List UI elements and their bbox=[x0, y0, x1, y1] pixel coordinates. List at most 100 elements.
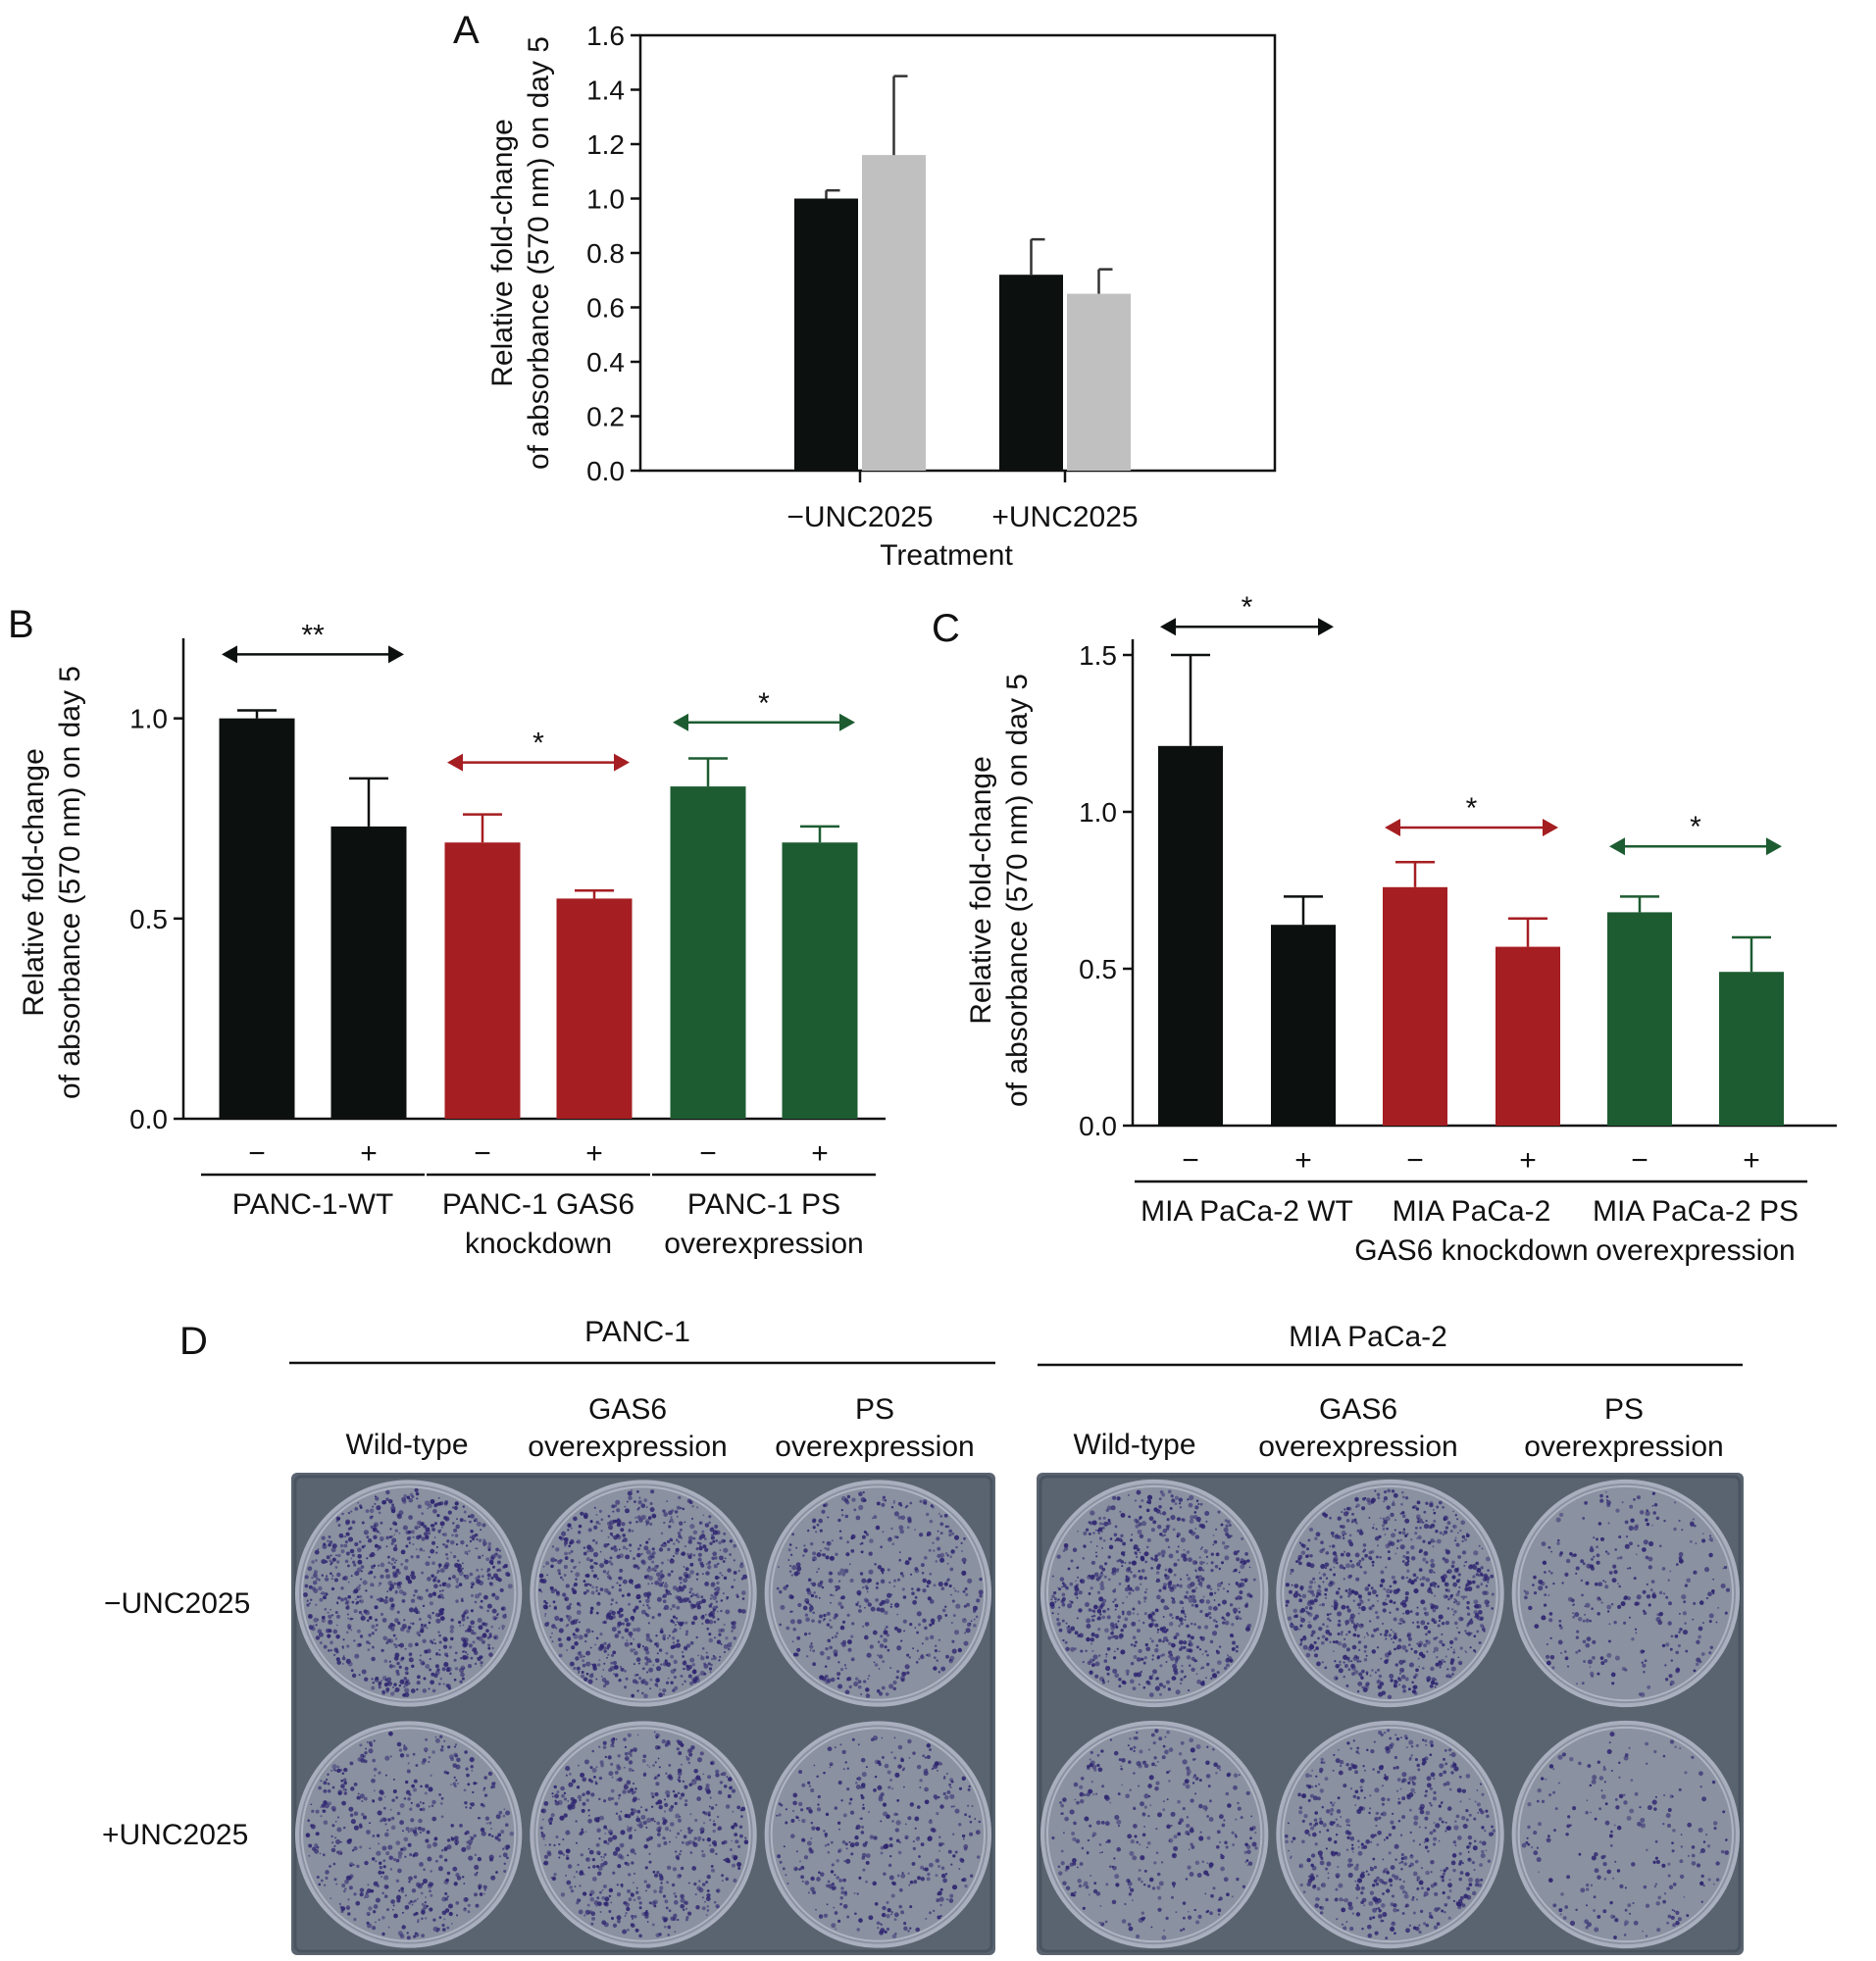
panel-d-plate-border bbox=[1039, 1475, 1742, 1953]
panel-d-colony-dot bbox=[396, 1584, 402, 1589]
panel-d-colony-dot bbox=[1246, 1559, 1250, 1563]
panel-d-colony-dot bbox=[382, 1635, 387, 1641]
panel-d-colony-dot bbox=[1161, 1511, 1167, 1516]
panel-d-colony-dot bbox=[1114, 1539, 1117, 1542]
panel-d-colony-dot bbox=[909, 1622, 913, 1627]
panel-d-colony-dot bbox=[1233, 1550, 1239, 1556]
panel-d-colony-dot bbox=[414, 1827, 418, 1831]
panel-d-colony-dot bbox=[463, 1656, 466, 1659]
panel-d-colony-dot bbox=[1090, 1560, 1095, 1565]
panel-d-colony-dot bbox=[1367, 1598, 1371, 1602]
panel-d-colony-dot bbox=[583, 1551, 587, 1556]
panel-d-colony-dot bbox=[1208, 1616, 1212, 1620]
panel-d-colony-dot bbox=[342, 1787, 346, 1791]
panel-d-colony-dot bbox=[601, 1676, 603, 1678]
panel-d-colony-dot bbox=[624, 1756, 630, 1761]
panel-d-colony-dot bbox=[680, 1507, 683, 1510]
panel-d-colony-dot bbox=[907, 1738, 912, 1744]
panel-b-treatment-sign: + bbox=[811, 1137, 829, 1170]
panel-d-colony-dot bbox=[649, 1522, 653, 1526]
panel-d-colony-dot bbox=[1210, 1587, 1213, 1590]
panel-d-colony-dot bbox=[439, 1501, 444, 1506]
panel-d-colony-dot bbox=[880, 1792, 885, 1797]
panel-d-colony-dot bbox=[1178, 1625, 1181, 1628]
panel-d-colony-dot bbox=[404, 1687, 410, 1693]
panel-d-colony-dot bbox=[1101, 1681, 1106, 1684]
panel-d-colony-dot bbox=[595, 1766, 598, 1769]
panel-d-colony-dot bbox=[1343, 1578, 1345, 1581]
panel-d-colony-dot bbox=[1473, 1550, 1479, 1556]
panel-d-colony-dot bbox=[830, 1840, 834, 1844]
panel-d-colony-dot bbox=[673, 1793, 679, 1798]
panel-d-colony-dot bbox=[789, 1619, 795, 1625]
panel-d-colony-dot bbox=[1293, 1626, 1299, 1632]
panel-c-ytick-label: 0.5 bbox=[1079, 954, 1117, 984]
panel-d-colony-dot bbox=[444, 1516, 450, 1522]
panel-d-colony-dot bbox=[1166, 1527, 1170, 1531]
panel-d-colony-dot bbox=[687, 1830, 692, 1835]
panel-d-colony-dot bbox=[948, 1898, 954, 1903]
panel-d-colony-dot bbox=[1225, 1657, 1231, 1663]
panel-d-colony-dot bbox=[1290, 1568, 1294, 1573]
panel-d-colony-dot bbox=[543, 1854, 548, 1859]
panel-d-colony-dot bbox=[586, 1583, 590, 1585]
panel-d-colony-dot bbox=[685, 1918, 688, 1922]
panel-d-colony-dot bbox=[692, 1530, 698, 1535]
panel-d-colony-dot bbox=[657, 1799, 663, 1805]
panel-d-colony-dot bbox=[335, 1634, 340, 1639]
panel-d-colony-dot bbox=[843, 1664, 847, 1667]
panel-d-colony-dot bbox=[834, 1745, 837, 1749]
panel-d-colony-dot bbox=[854, 1841, 860, 1847]
panel-d-colony-dot bbox=[637, 1662, 640, 1665]
panel-d-colony-dot bbox=[612, 1650, 617, 1655]
panel-d-colony-dot bbox=[876, 1688, 881, 1693]
panel-d-colony-dot bbox=[427, 1856, 432, 1862]
panel-d-colony-dot bbox=[660, 1882, 663, 1885]
panel-d-colony-dot bbox=[392, 1908, 394, 1911]
panel-d-colony-dot bbox=[338, 1902, 342, 1906]
panel-d-colony-dot bbox=[1377, 1681, 1380, 1683]
panel-d-colony-dot bbox=[473, 1834, 477, 1837]
panel-d-colony-dot bbox=[436, 1513, 440, 1518]
panel-d-colony-dot bbox=[347, 1898, 350, 1901]
panel-d-colony-dot bbox=[432, 1578, 436, 1583]
panel-d-colony-dot bbox=[949, 1793, 955, 1799]
panel-d-colony-dot bbox=[815, 1531, 818, 1534]
panel-d-colony-dot bbox=[355, 1900, 361, 1906]
panel-d-colony-dot bbox=[1394, 1633, 1397, 1636]
panel-d-colony-dot bbox=[883, 1630, 888, 1635]
panel-d-colony-dot bbox=[701, 1853, 706, 1858]
panel-d-colony-dot bbox=[578, 1650, 583, 1655]
panel-a-ytick-label: 0.2 bbox=[586, 402, 625, 432]
panel-d-colony-dot bbox=[573, 1566, 577, 1570]
panel-d-colony-dot bbox=[1133, 1546, 1137, 1550]
panel-d-colony-dot bbox=[469, 1835, 472, 1838]
panel-d-colony-dot bbox=[485, 1822, 488, 1825]
panel-d-colony-dot bbox=[1194, 1505, 1199, 1510]
panel-d-colony-dot bbox=[409, 1899, 413, 1903]
panel-d-colony-dot bbox=[718, 1659, 721, 1662]
panel-d-colony-dot bbox=[453, 1528, 458, 1533]
panel-d-colony-dot bbox=[558, 1653, 563, 1658]
panel-a-ylabel-line1: Relative fold-change bbox=[486, 119, 519, 387]
panel-d-colony-dot bbox=[953, 1630, 960, 1635]
panel-d-colony-dot bbox=[571, 1779, 577, 1784]
panel-d-colony-dot bbox=[1154, 1554, 1158, 1558]
panel-d-colony-dot bbox=[1115, 1625, 1119, 1629]
panel-d-colony-dot bbox=[1473, 1634, 1477, 1637]
panel-d-colony-dot bbox=[403, 1836, 409, 1842]
panel-d-colony-dot bbox=[539, 1826, 543, 1830]
panel-d-colony-dot bbox=[313, 1588, 319, 1593]
panel-d-colony-dot bbox=[974, 1818, 977, 1820]
panel-d-colony-dot bbox=[1124, 1561, 1127, 1564]
panel-d-colony-dot bbox=[390, 1541, 394, 1545]
panel-d-colony-dot bbox=[863, 1680, 867, 1684]
panel-d-colony-dot bbox=[383, 1598, 388, 1604]
panel-d-colony-dot bbox=[712, 1823, 717, 1827]
panel-d-colony-dot bbox=[435, 1618, 441, 1624]
panel-d-colony-dot bbox=[347, 1527, 351, 1531]
panel-d-colony-dot bbox=[566, 1649, 568, 1651]
panel-d-colony-dot bbox=[688, 1783, 692, 1786]
panel-d-colony-dot bbox=[608, 1910, 612, 1913]
panel-c-group-label: MIA PaCa-2 bbox=[1393, 1195, 1551, 1228]
